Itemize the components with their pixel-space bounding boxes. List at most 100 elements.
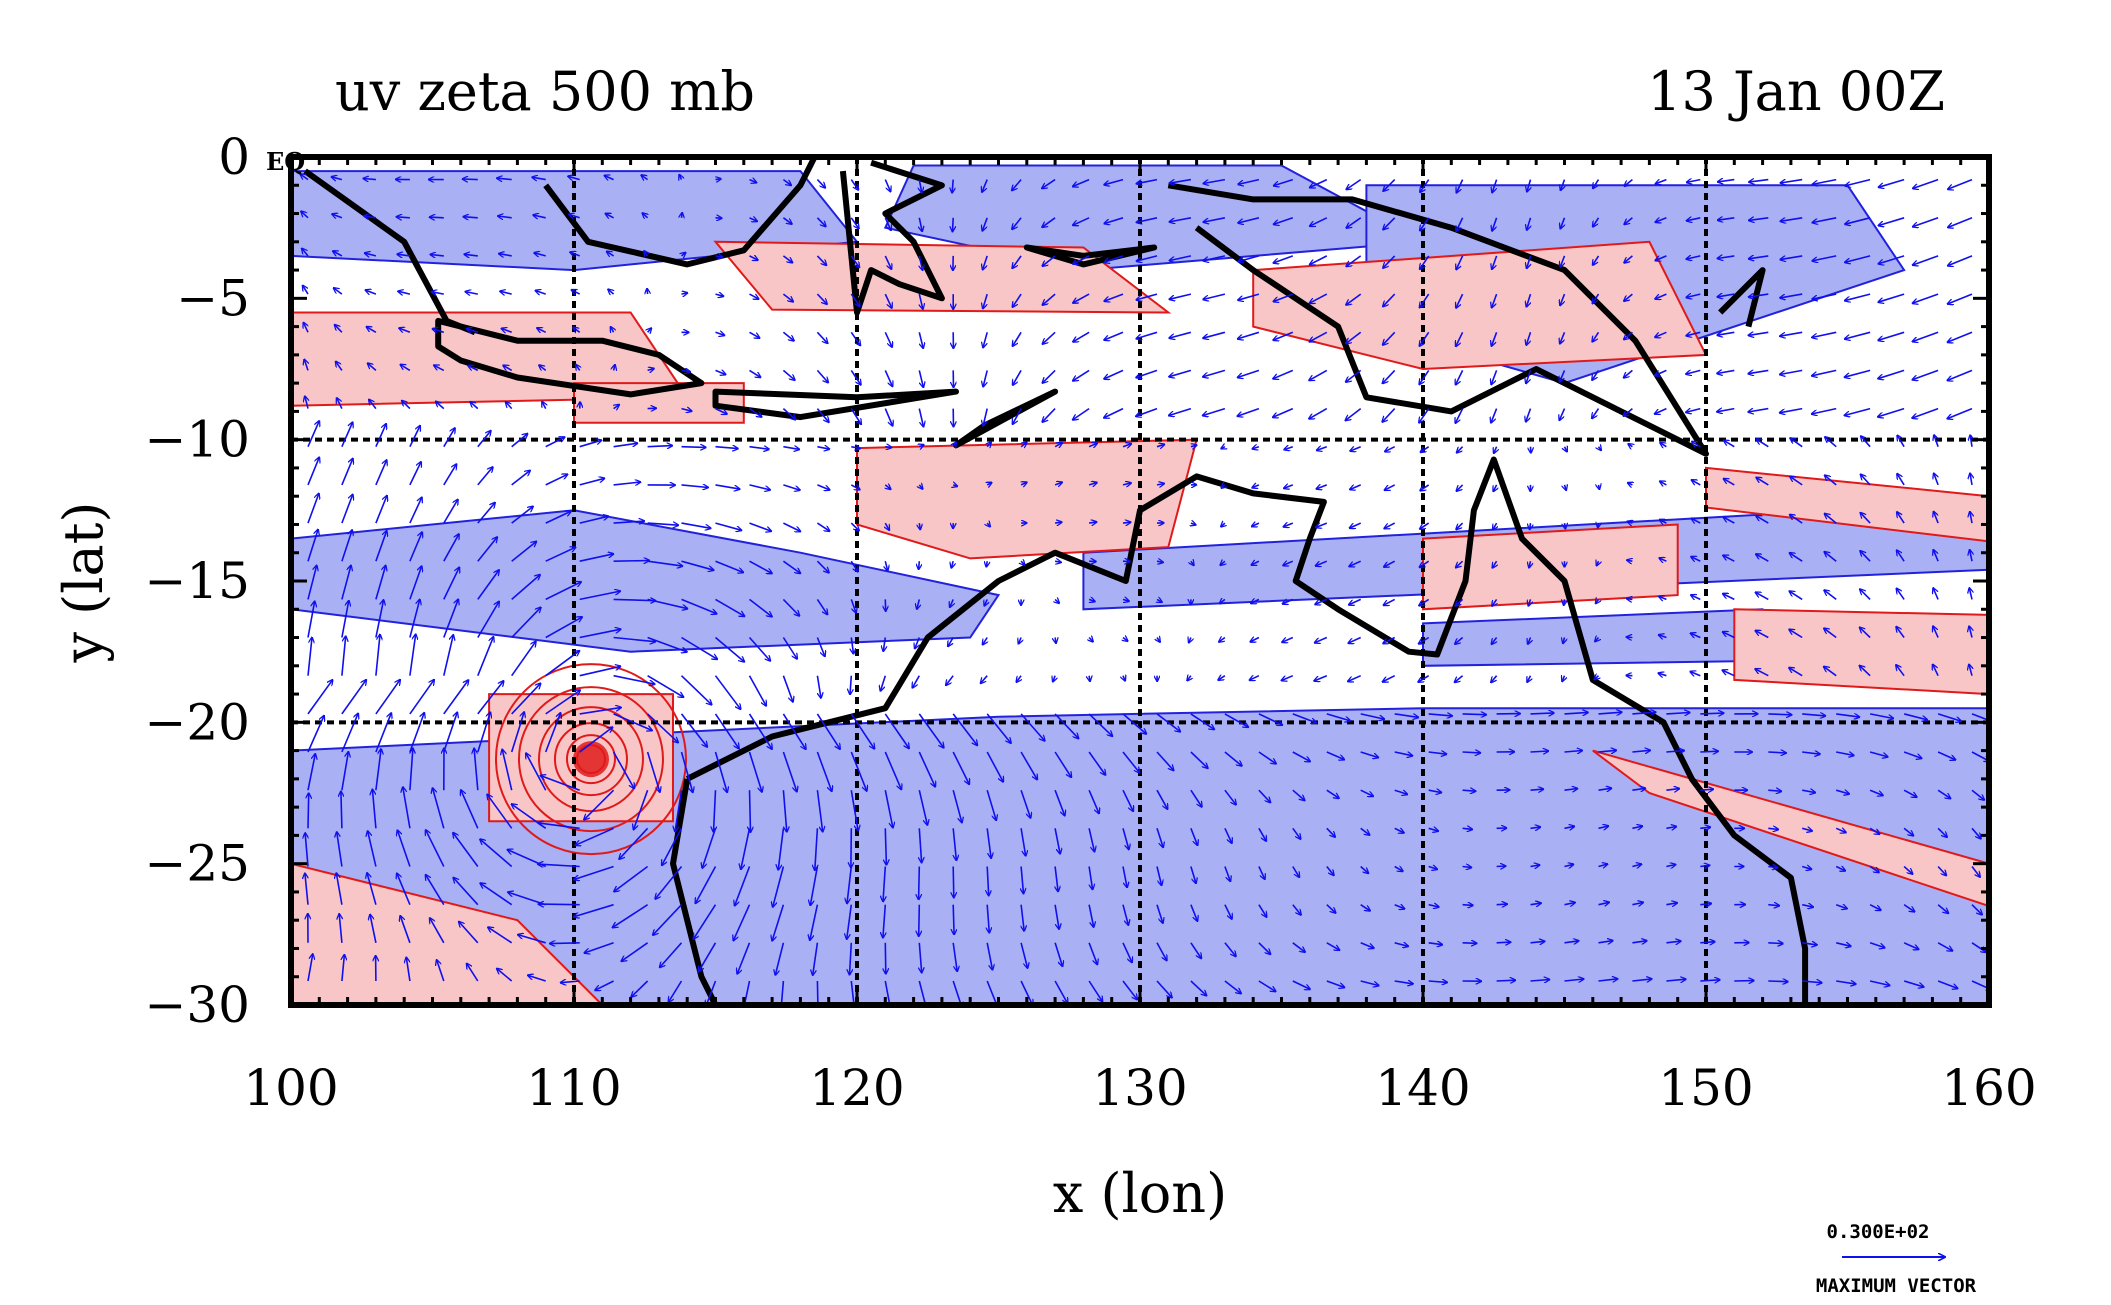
wind-vector — [986, 789, 996, 820]
wind-vector — [1224, 751, 1242, 766]
wind-vector — [1258, 942, 1271, 955]
wind-vector — [1383, 598, 1396, 605]
wind-vector — [406, 957, 411, 982]
wind-vector — [1428, 981, 1448, 982]
wind-vector — [574, 865, 614, 880]
wind-vector — [307, 565, 317, 600]
wind-vector — [1686, 294, 1701, 297]
wind-vector — [1861, 474, 1871, 486]
wind-vector — [1718, 180, 1735, 182]
wind-vector — [884, 179, 890, 192]
wind-vector — [817, 980, 818, 1005]
wind-vector — [782, 751, 797, 792]
wind-vector — [375, 531, 387, 562]
wind-vector — [1042, 408, 1056, 423]
wind-vector — [364, 216, 377, 218]
wind-vector — [847, 866, 853, 904]
wind-vector — [647, 560, 683, 566]
wind-vector — [426, 875, 445, 906]
wind-vector — [919, 445, 924, 447]
wind-vector — [1527, 217, 1531, 230]
wind-vector — [1903, 904, 1915, 912]
wind-vector — [1252, 523, 1260, 526]
wind-vector — [545, 651, 580, 677]
wind-vector — [443, 712, 458, 753]
wind-vector — [1273, 407, 1294, 418]
wind-vector — [918, 408, 923, 427]
wind-vector — [1122, 483, 1131, 485]
wind-vector — [1655, 331, 1667, 337]
wind-vector — [918, 370, 923, 387]
wind-vector — [303, 285, 309, 295]
wind-vector — [1934, 473, 1939, 486]
wind-vector — [810, 904, 819, 941]
wind-vector — [952, 789, 962, 823]
wind-vector — [1971, 789, 1984, 800]
wind-vector — [409, 462, 421, 486]
wind-vector — [885, 942, 886, 974]
wind-vector — [540, 776, 580, 791]
wa-west-coast — [670, 778, 719, 1005]
wind-vector — [1700, 751, 1718, 752]
wind-vector — [1496, 904, 1508, 905]
wind-vector — [1104, 407, 1124, 418]
wind-vector — [1088, 828, 1094, 852]
wind-vector — [919, 942, 921, 973]
wind-vector — [1350, 484, 1362, 490]
wind-vector — [1348, 674, 1362, 682]
wind-vector — [1812, 407, 1837, 414]
wind-vector — [533, 215, 546, 218]
wind-vector — [681, 485, 709, 488]
wind-vector — [1156, 444, 1165, 446]
wind-vector — [1384, 484, 1396, 490]
wind-vector — [1020, 942, 1028, 968]
wind-vector — [368, 363, 377, 372]
wind-vector — [1896, 627, 1905, 638]
wind-vector — [1835, 790, 1849, 794]
wind-vector — [1455, 636, 1464, 645]
wind-vector — [1316, 522, 1328, 527]
wind-vector — [1897, 512, 1905, 524]
wind-vector — [1971, 942, 1986, 953]
wind-vector — [851, 447, 860, 449]
wind-vector — [1878, 178, 1905, 188]
wind-vector — [1632, 750, 1650, 752]
wind-vector — [1660, 481, 1667, 485]
wind-vector — [409, 713, 424, 753]
wind-vector — [953, 442, 956, 446]
wind-vector — [1224, 789, 1236, 805]
wind-vector — [528, 975, 546, 982]
wind-vector — [409, 426, 420, 448]
wind-vector — [532, 177, 546, 179]
wind-vector — [375, 680, 400, 715]
wind-vector — [681, 409, 692, 412]
wind-vector — [813, 942, 819, 975]
wind-vector — [1869, 751, 1888, 757]
wind-vector — [1073, 369, 1090, 381]
wind-vector — [1419, 369, 1430, 384]
wind-vector — [1345, 407, 1362, 421]
wind-vector — [1768, 752, 1786, 753]
wind-vector — [614, 365, 615, 371]
x-tick-label: 150 — [1658, 1059, 1753, 1117]
wind-vector — [1632, 979, 1651, 981]
wind-vector — [579, 516, 609, 524]
wind-vector — [1749, 180, 1769, 183]
wind-vector — [1326, 942, 1340, 950]
wind-vector — [982, 179, 988, 193]
wind-vector — [816, 293, 827, 304]
wind-vector — [1042, 369, 1056, 383]
wind-vector — [1104, 369, 1124, 379]
wind-vector — [1632, 941, 1647, 943]
wind-vector — [372, 789, 377, 829]
wind-vector — [1315, 560, 1328, 566]
wind-vector — [307, 716, 324, 753]
wind-vector — [538, 904, 580, 905]
wind-vector — [816, 560, 829, 573]
wind-vector — [332, 214, 343, 218]
wind-vector — [1592, 408, 1600, 419]
wind-vector — [1700, 980, 1720, 981]
wind-vector — [715, 484, 740, 489]
wind-vector — [986, 561, 987, 567]
wind-vector — [1768, 867, 1777, 868]
